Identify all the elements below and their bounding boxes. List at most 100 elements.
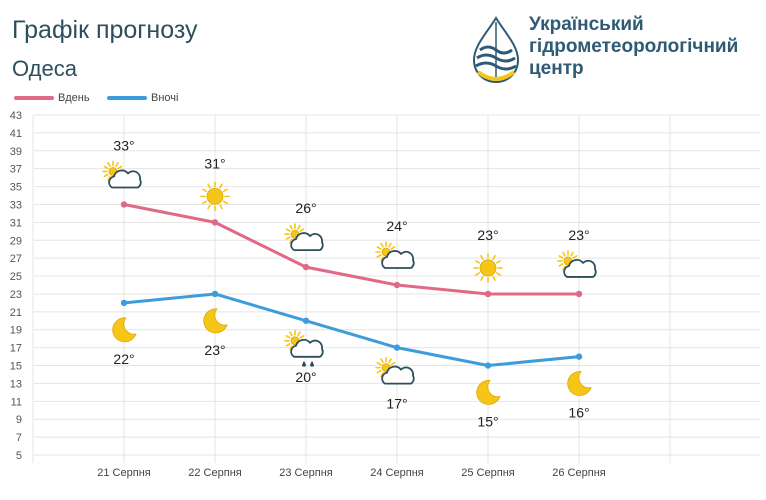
day-temperature-label: 33° — [113, 137, 134, 153]
day-data-point — [484, 290, 492, 298]
sun-ray — [376, 254, 382, 258]
sun-ray — [558, 263, 564, 267]
y-tick-label: 25 — [10, 271, 22, 283]
legend-item-day[interactable]: Вдень — [14, 92, 90, 104]
chart-grid — [32, 114, 760, 463]
day-temperature-label: 26° — [295, 200, 316, 216]
sun-ray — [495, 272, 501, 276]
y-tick-label: 43 — [10, 110, 22, 122]
legend-swatch-day — [14, 96, 54, 101]
sun-ray — [475, 272, 481, 276]
x-tick-label: 26 Серпня — [552, 467, 606, 479]
sun-ray — [376, 361, 382, 366]
night-series-line — [123, 292, 580, 368]
y-tick-label: 7 — [16, 432, 22, 444]
sun-ray — [480, 255, 484, 261]
night-data-point — [484, 362, 492, 369]
sun-ray — [285, 236, 291, 240]
sun-ray — [376, 369, 382, 374]
y-tick-label: 15 — [10, 361, 22, 373]
sun-ray — [570, 251, 574, 257]
x-tick-label: 22 Серпня — [188, 467, 242, 479]
weather-icons — [102, 160, 597, 405]
x-tick-label: 24 Серпня — [370, 467, 424, 479]
sun-disc — [479, 259, 497, 277]
day-temperature-label: 23° — [477, 227, 498, 243]
x-tick-label: 23 Серпня — [279, 467, 333, 479]
sun-icon — [200, 181, 230, 212]
legend-label-day: Вдень — [58, 92, 90, 104]
logo-icon — [472, 16, 520, 84]
raindrop — [302, 360, 306, 367]
sun-ray — [558, 255, 564, 259]
sun-ray — [380, 242, 384, 248]
cloud-shape — [290, 338, 324, 358]
day-data-point — [302, 263, 310, 271]
moon-shape — [567, 371, 592, 396]
partly-cloudy-icon — [375, 241, 415, 269]
day-data-point — [575, 290, 583, 298]
moon-icon — [112, 317, 137, 343]
sun-ray — [480, 275, 484, 281]
sun-ray — [115, 162, 119, 168]
y-axis-ticks: 5 7 9 11 13 15 17 19 21 23 25 27 29 31 33 35 37 39 41 43 — [10, 110, 22, 462]
sun-ray — [562, 265, 566, 271]
sun-disc — [206, 187, 224, 205]
sun-ray — [202, 200, 208, 205]
sun-ray — [117, 165, 123, 170]
day-temperature-label: 24° — [386, 218, 407, 234]
y-tick-label: 19 — [10, 325, 22, 337]
org-line-2: гідрометеорологічний — [529, 36, 739, 57]
day-data-point — [120, 201, 128, 208]
y-tick-label: 5 — [16, 450, 22, 462]
night-data-point — [575, 353, 583, 360]
y-tick-label: 33 — [10, 199, 22, 211]
cloud-shape — [290, 232, 324, 252]
sun-ray — [107, 162, 111, 168]
sun-ray — [388, 242, 392, 248]
sun-ray — [103, 165, 109, 170]
sun-ray — [103, 173, 109, 178]
x-tick-label: 25 Серпня — [461, 467, 515, 479]
night-temperature-label: 15° — [477, 414, 498, 430]
raindrop — [310, 360, 314, 367]
sun-ray — [289, 345, 293, 351]
city-name: Одеса — [12, 56, 77, 81]
day-data-point — [211, 219, 219, 226]
sun-ray — [495, 260, 501, 264]
moon-icon — [476, 380, 501, 405]
temperature-labels: 33° 31° 26° 24° 23° 23° 22° 23° 20° 17° 15° 16° — [113, 137, 589, 429]
night-data-point — [120, 299, 128, 307]
moon-shape — [203, 308, 228, 334]
day-temperature-label: 31° — [204, 155, 225, 171]
night-temperature-label: 16° — [568, 405, 589, 421]
legend-swatch-night — [107, 96, 147, 101]
sun-ray — [299, 228, 305, 232]
partly-cloudy-icon — [375, 356, 415, 385]
y-tick-label: 13 — [10, 378, 22, 390]
organization-name: Український гідрометеорологічний центр — [529, 14, 738, 80]
legend-item-night[interactable]: Вночі — [107, 92, 178, 104]
sun-icon — [473, 253, 503, 283]
sun-ray — [285, 228, 291, 232]
sun-ray — [202, 188, 208, 193]
y-tick-label: 11 — [11, 396, 22, 408]
sun-ray — [289, 238, 293, 244]
night-temperature-label: 22° — [113, 351, 134, 367]
y-tick-label: 31 — [10, 217, 22, 229]
series-points — [120, 201, 583, 369]
day-series-line — [123, 203, 579, 296]
sun-icon — [473, 253, 503, 283]
cloud-shape — [108, 169, 142, 189]
y-tick-label: 23 — [10, 289, 22, 301]
cloud-shape — [381, 250, 415, 269]
sun-ray — [380, 256, 384, 262]
x-tick-label: 21 Серпня — [97, 467, 151, 479]
partly-cloudy-rain-icon — [284, 329, 324, 367]
sun-ray — [388, 358, 392, 364]
partly-cloudy-icon — [284, 223, 324, 252]
night-temperature-label: 17° — [386, 396, 407, 412]
moon-icon — [203, 308, 228, 334]
sun-ray — [572, 255, 578, 259]
